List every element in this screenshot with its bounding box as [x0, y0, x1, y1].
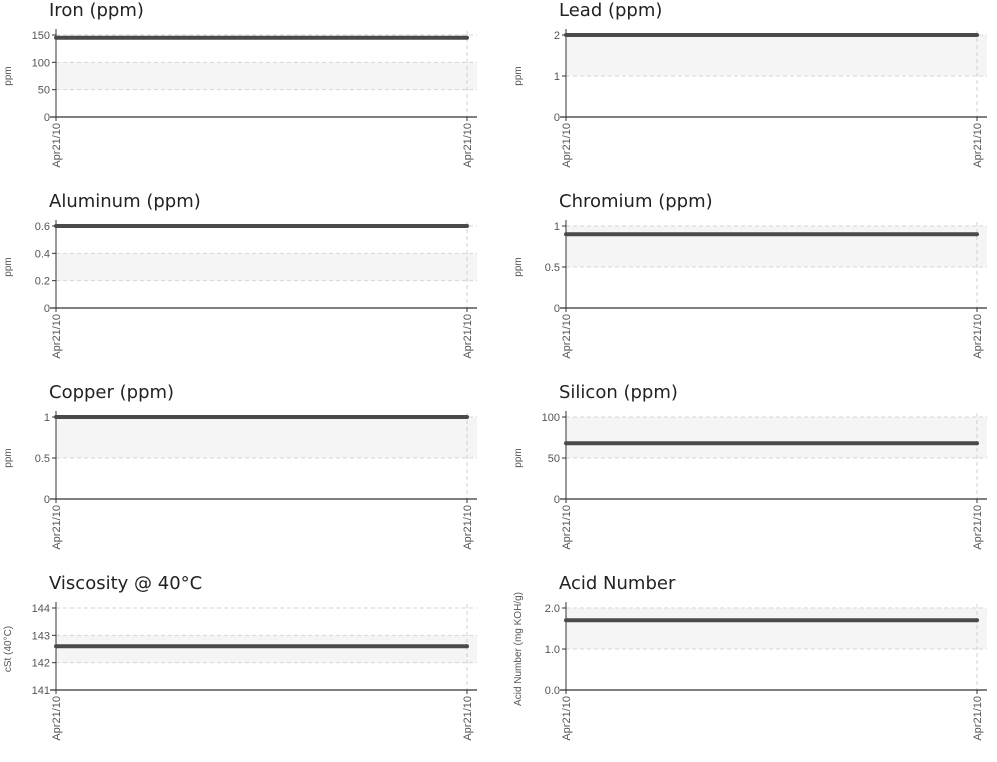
y-tick-label: 1 [44, 412, 50, 424]
y-tick-label: 0.2 [35, 276, 50, 288]
y-tick-label: 0.6 [35, 221, 50, 233]
chart-svg: 0 0.2 0.4 0.6 ppm Apr21/10 Apr21/10 [3, 220, 477, 359]
chart-title: Aluminum (ppm) [49, 191, 201, 212]
data-point [465, 35, 469, 40]
x-tick-label: Apr21/10 [462, 314, 474, 359]
chart-panel: Viscosity @ 40°C 141 142 143 144 cSt (40°C) Ap… [0, 573, 498, 762]
chart-svg: 0 1 2 ppm Apr21/10 Apr21/10 [513, 29, 987, 168]
x-tick-label: Apr21/10 [51, 123, 63, 168]
chart-panel: Chromium (ppm) 0 0.5 1 ppm Apr21/10 Apr21/10 [510, 191, 997, 380]
y-tick-label: 2 [554, 30, 560, 42]
y-tick-label: 1 [554, 71, 560, 83]
chart-panel: Silicon (ppm) 0 50 100 ppm Apr21/10 Apr21/10 [510, 382, 997, 571]
y-axis-label: ppm [513, 448, 524, 467]
x-tick-label: Apr21/10 [972, 123, 984, 168]
y-axis-label: ppm [513, 257, 524, 276]
y-tick-label: 0 [44, 112, 50, 124]
y-tick-label: 50 [548, 453, 560, 465]
y-tick-label: 100 [542, 412, 560, 424]
chart-panel: Copper (ppm) 0 0.5 1 ppm Apr21/10 Apr21/10 [0, 382, 498, 571]
data-point [564, 33, 568, 37]
data-point [975, 33, 979, 37]
target-band [56, 253, 477, 281]
x-tick-label: Apr21/10 [51, 314, 63, 359]
target-band [56, 635, 477, 663]
y-axis-label: ppm [513, 66, 524, 85]
y-axis-label: Acid Number (mg KOH/g) [513, 592, 524, 706]
data-point [54, 224, 58, 228]
data-point [465, 644, 469, 649]
y-tick-label: 0.4 [35, 248, 50, 260]
chart-panel: Lead (ppm) 0 1 2 ppm Apr21/10 Apr21/10 [510, 0, 997, 189]
x-tick-label: Apr21/10 [972, 696, 984, 741]
target-band [566, 226, 987, 267]
x-tick-label: Apr21/10 [561, 696, 573, 741]
y-tick-label: 50 [38, 85, 50, 97]
y-axis-label: ppm [3, 257, 14, 276]
chart-title: Lead (ppm) [559, 0, 663, 21]
chart-svg: 141 142 143 144 cSt (40°C) Apr21/10 Apr21/10 [3, 602, 477, 741]
chart-panel: Aluminum (ppm) 0 0.2 0.4 0.6 ppm Apr21/10 Apr21… [0, 191, 498, 380]
y-tick-label: 144 [32, 603, 50, 615]
x-tick-label: Apr21/10 [561, 505, 573, 550]
y-tick-label: 0.5 [35, 453, 50, 465]
y-tick-label: 0 [554, 303, 560, 315]
y-tick-label: 141 [32, 685, 50, 697]
y-tick-label: 150 [32, 30, 50, 42]
y-tick-label: 0.0 [545, 685, 560, 697]
target-band [56, 62, 477, 90]
chart-title: Iron (ppm) [49, 0, 144, 21]
x-tick-label: Apr21/10 [561, 123, 573, 168]
y-axis-label: ppm [3, 66, 14, 85]
data-point [975, 232, 979, 237]
data-point [975, 441, 979, 446]
x-tick-label: Apr21/10 [462, 505, 474, 550]
x-tick-label: Apr21/10 [972, 314, 984, 359]
x-tick-label: Apr21/10 [51, 696, 63, 741]
y-tick-label: 143 [32, 630, 50, 642]
y-tick-label: 0 [554, 494, 560, 506]
y-tick-label: 0 [44, 303, 50, 315]
chart-title: Silicon (ppm) [559, 382, 678, 403]
chart-svg: 0 50 100 ppm Apr21/10 Apr21/10 [513, 411, 987, 550]
y-tick-label: 142 [32, 658, 50, 670]
y-tick-label: 0 [554, 112, 560, 124]
x-tick-label: Apr21/10 [462, 123, 474, 168]
y-axis-label: ppm [3, 448, 14, 467]
target-band [566, 35, 987, 76]
y-tick-label: 2.0 [545, 603, 560, 615]
data-point [564, 618, 568, 623]
y-axis-label: cSt (40°C) [3, 626, 14, 672]
chart-panel: Acid Number 0.0 1.0 2.0 Acid Number (mg KOH/… [510, 573, 997, 762]
chart-title: Viscosity @ 40°C [49, 573, 203, 594]
y-tick-label: 1.0 [545, 644, 560, 656]
data-point [54, 644, 58, 649]
x-tick-label: Apr21/10 [462, 696, 474, 741]
y-tick-label: 0.5 [545, 262, 560, 274]
x-tick-label: Apr21/10 [972, 505, 984, 550]
chart-title: Acid Number [559, 573, 676, 594]
y-tick-label: 0 [44, 494, 50, 506]
target-band [56, 417, 477, 458]
data-point [975, 618, 979, 623]
y-tick-label: 100 [32, 57, 50, 69]
data-point [564, 441, 568, 446]
chart-svg: 0 0.5 1 ppm Apr21/10 Apr21/10 [513, 220, 987, 359]
chart-title: Chromium (ppm) [559, 191, 713, 212]
target-band [566, 608, 987, 649]
chart-title: Copper (ppm) [49, 382, 175, 403]
chart-svg: 0 0.5 1 ppm Apr21/10 Apr21/10 [3, 411, 477, 550]
data-point [54, 35, 58, 40]
data-point [54, 415, 58, 419]
chart-svg: 0 50 100 150 ppm Apr21/10 Apr21/10 [3, 29, 477, 168]
data-point [564, 232, 568, 237]
chart-panel: Iron (ppm) 0 50 100 150 ppm Apr21/10 Apr21/10 [0, 0, 498, 189]
x-tick-label: Apr21/10 [51, 505, 63, 550]
chart-svg: 0.0 1.0 2.0 Acid Number (mg KOH/g) Apr21/10 A… [513, 592, 987, 741]
y-tick-label: 1 [554, 221, 560, 233]
data-point [465, 415, 469, 419]
data-point [465, 224, 469, 228]
x-tick-label: Apr21/10 [561, 314, 573, 359]
target-band [566, 417, 987, 458]
